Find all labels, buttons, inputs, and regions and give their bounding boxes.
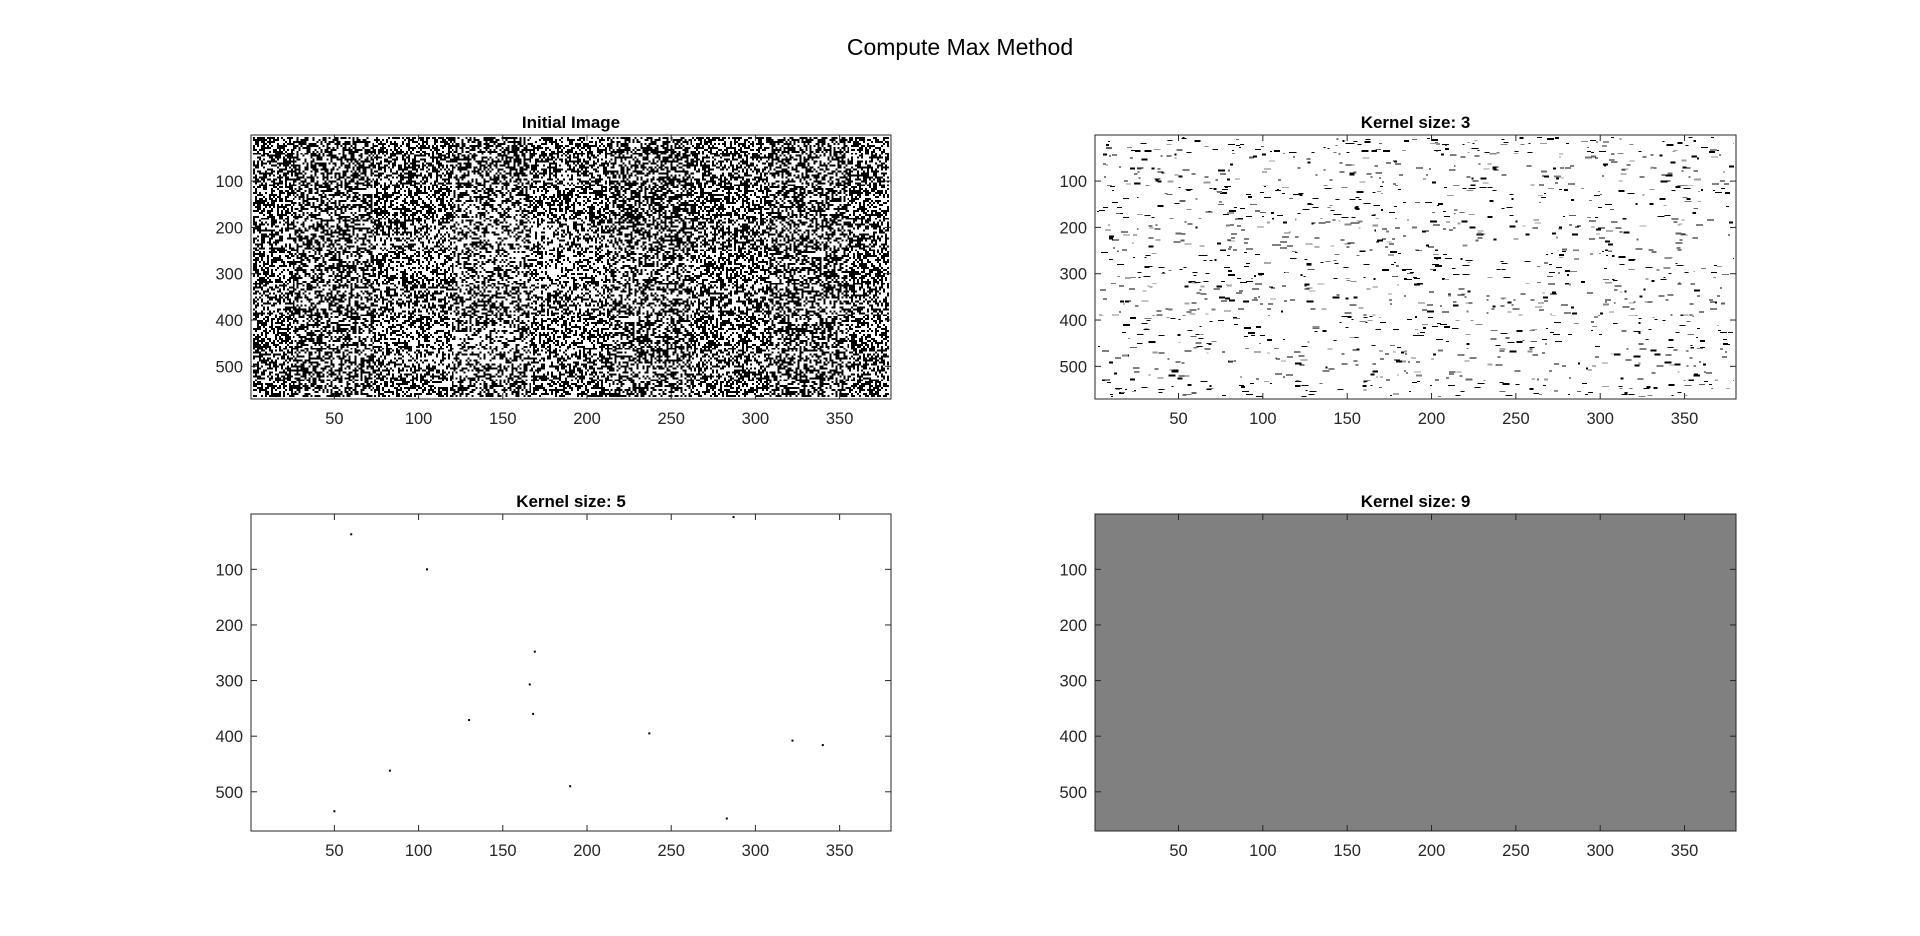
y-tick-label: 100: [215, 173, 243, 191]
y-tick-label: 300: [1059, 673, 1087, 691]
dark-pixel: [732, 516, 735, 519]
subplot-title: Initial Image: [522, 113, 620, 132]
x-tick-label: 100: [1249, 410, 1277, 428]
x-tick-label: 150: [1333, 410, 1361, 428]
axes-box: [250, 513, 892, 832]
x-tick-label: 250: [657, 842, 685, 860]
y-tick-label: 400: [215, 728, 243, 746]
axes-box: [1094, 513, 1737, 832]
x-tick-label: 50: [325, 842, 343, 860]
y-tick-label: 200: [1059, 219, 1087, 237]
y-tick-label: 400: [1059, 728, 1087, 746]
x-tick-label: 200: [1418, 410, 1446, 428]
y-tick-label: 300: [1059, 266, 1087, 284]
x-tick-label: 150: [489, 410, 517, 428]
y-tick-label: 200: [215, 219, 243, 237]
x-tick-label: 100: [1249, 842, 1277, 860]
x-tick-label: 350: [826, 842, 854, 860]
x-tick-label: 50: [325, 410, 343, 428]
y-tick-label: 400: [215, 312, 243, 330]
y-tick-label: 300: [215, 673, 243, 691]
image-pixels: [1097, 137, 1734, 397]
y-tick-label: 500: [1059, 784, 1087, 802]
dark-pixel: [333, 810, 336, 813]
x-tick-label: 100: [405, 842, 433, 860]
image-area: [1095, 514, 1736, 831]
subplot-4: Kernel size: 9 50 100 150 200 250 300 350 100 200…: [1059, 492, 1737, 860]
x-tick-label: 300: [742, 842, 770, 860]
x-tick-label: 250: [657, 410, 685, 428]
subplot-title: Kernel size: 3: [1361, 113, 1471, 132]
dark-pixel: [528, 683, 531, 686]
subplot-title: Kernel size: 5: [516, 492, 626, 511]
dark-pixel: [388, 769, 391, 772]
x-tick-label: 200: [1418, 842, 1446, 860]
dark-pixel: [533, 650, 536, 653]
x-tick-label: 200: [573, 410, 601, 428]
y-tick-label: 500: [1059, 358, 1087, 376]
y-tick-label: 100: [1059, 173, 1087, 191]
dark-pixel: [569, 785, 572, 788]
x-tick-label: 300: [1586, 842, 1614, 860]
x-tick-label: 350: [1671, 410, 1699, 428]
y-tick-label: 400: [1059, 312, 1087, 330]
dark-pixel: [791, 739, 794, 742]
x-tick-label: 250: [1502, 410, 1530, 428]
x-tick-label: 350: [1671, 842, 1699, 860]
dark-pixel: [426, 568, 428, 571]
x-tick-label: 300: [1586, 410, 1614, 428]
y-tick-label: 300: [215, 266, 243, 284]
x-tick-label: 200: [573, 842, 601, 860]
y-tick-label: 200: [215, 617, 243, 635]
x-tick-label: 50: [1169, 842, 1187, 860]
dark-pixel: [468, 719, 471, 722]
y-tick-label: 100: [1059, 561, 1087, 579]
dark-pixel: [350, 533, 353, 536]
image-pixels: [253, 137, 889, 397]
x-tick-label: 300: [742, 410, 770, 428]
x-tick-label: 350: [826, 410, 854, 428]
x-tick-label: 50: [1169, 410, 1187, 428]
subplot-3: Kernel size: 5 50 100 150 200 250 300 350 100 200…: [215, 492, 892, 860]
dark-pixel: [821, 744, 824, 747]
subplot-2: Kernel size: 3 50 100 150 200 250 300 350 100 200…: [1059, 113, 1737, 428]
subplot-title: Kernel size: 9: [1361, 492, 1471, 511]
y-tick-label: 100: [215, 561, 243, 579]
subplot-1: Initial Image 50 100 150 200 250 300 350 100 200 3…: [215, 113, 892, 428]
y-tick-label: 500: [215, 358, 243, 376]
x-tick-label: 150: [489, 842, 517, 860]
x-tick-label: 250: [1502, 842, 1530, 860]
dark-pixel: [532, 712, 535, 715]
figure-title: Compute Max Method: [846, 34, 1074, 60]
dark-pixel: [725, 817, 728, 820]
y-tick-label: 200: [1059, 617, 1087, 635]
axes-box: [250, 134, 892, 400]
dark-pixel: [648, 732, 651, 735]
image-area: [251, 514, 891, 831]
x-tick-label: 100: [405, 410, 433, 428]
axes-box: [1094, 134, 1737, 400]
x-tick-label: 150: [1333, 842, 1361, 860]
y-tick-label: 500: [215, 784, 243, 802]
